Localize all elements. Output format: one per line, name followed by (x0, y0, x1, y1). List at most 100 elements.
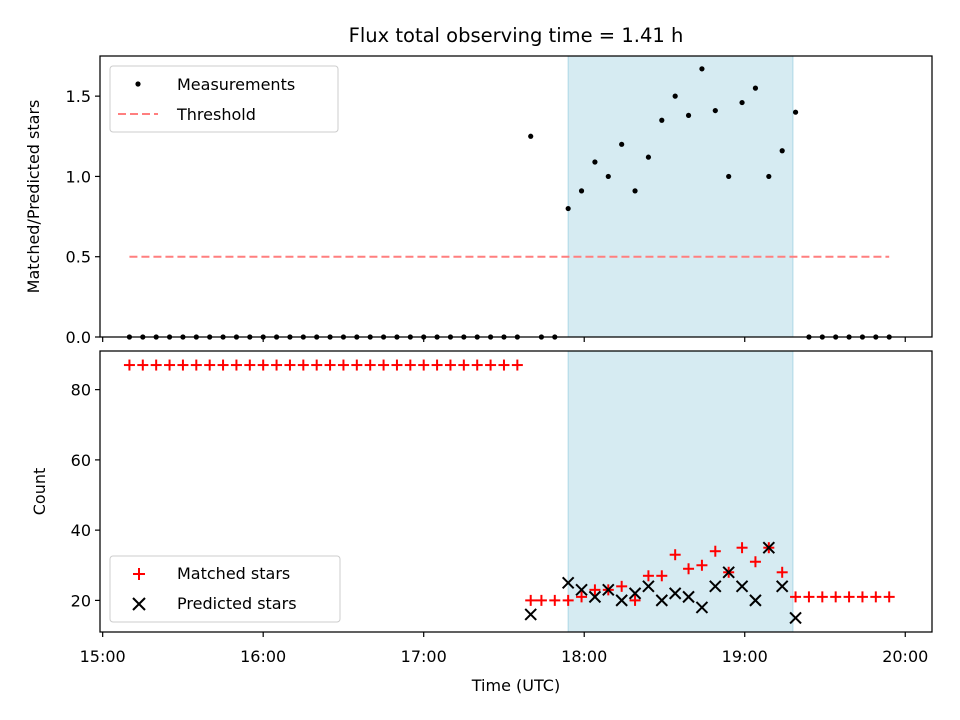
measurement-point-34 (578, 188, 585, 194)
top-axes-frame (99, 55, 933, 338)
top-legend-box (109, 65, 339, 133)
matched-star-point-15 (324, 359, 336, 371)
legend-predicted-label: Predicted stars (177, 594, 297, 613)
measurement-point-37 (619, 141, 625, 147)
matched-star-point-10 (257, 359, 269, 371)
predicted-star-point-7 (642, 580, 655, 593)
predicted-star-point-5 (615, 594, 628, 607)
bottom-y-axis-label: Count (30, 468, 49, 516)
top-y-ticks: 0.0 0.5 1.0 1.5 (66, 87, 100, 347)
x-tick-label-3: 18:00 (561, 647, 607, 666)
measurement-point-35 (592, 159, 598, 165)
matched-star-point-28 (498, 359, 510, 371)
matched-star-point-7 (217, 359, 229, 371)
top-y-tick-label-1: 0.5 (66, 248, 91, 267)
matched-star-point-6 (204, 359, 216, 371)
predicted-star-point-10 (682, 590, 695, 604)
matched-star-point-44 (709, 545, 721, 557)
matched-star-point-8 (230, 359, 242, 371)
matched-star-point-53 (830, 591, 842, 603)
bottom-legend: Matched stars Predicted stars (109, 555, 341, 623)
matched-star-point-23 (431, 359, 443, 371)
measurement-point-42 (685, 112, 692, 119)
matched-star-point-38 (629, 594, 641, 606)
legend-measurements-marker (135, 81, 141, 87)
matched-star-point-17 (351, 359, 363, 371)
measurement-point-40 (659, 117, 665, 123)
measurement-point-50 (792, 109, 799, 115)
bottom-axes-frame (99, 350, 933, 633)
predicted-star-point-15 (749, 594, 762, 607)
measurement-point-45 (726, 173, 732, 180)
predicted-star-point-17 (775, 580, 789, 593)
predicted-star-point-11 (695, 601, 709, 614)
matched-star-point-2 (150, 359, 162, 371)
predicted-star-point-8 (655, 594, 669, 607)
matched-star-point-5 (190, 359, 202, 371)
matched-star-point-13 (297, 359, 309, 371)
bottom-y-tick-label-3: 80 (71, 381, 91, 400)
matched-star-point-47 (749, 556, 761, 568)
matched-star-point-18 (364, 359, 376, 371)
measurement-point-44 (712, 107, 718, 114)
bottom-highlight-span (567, 350, 794, 633)
bottom-y-ticks: 20 40 60 80 (71, 381, 100, 610)
top-x-ticks (102, 337, 906, 342)
chart-title: Flux total observing time = 1.41 h (349, 24, 684, 47)
top-highlight-span (567, 55, 794, 338)
measurement-point-46 (739, 99, 745, 106)
matched-star-point-30 (525, 594, 537, 606)
x-axis-label: Time (UTC) (471, 676, 560, 695)
matched-star-point-52 (816, 591, 828, 603)
matched-star-point-37 (616, 580, 628, 592)
predicted-star-point-1 (561, 576, 575, 590)
measurement-point-30 (528, 133, 534, 139)
x-tick-label-1: 16:00 (240, 647, 286, 666)
matched-star-point-14 (311, 359, 323, 371)
x-tick-label-0: 15:00 (80, 647, 126, 666)
measurement-point-49 (779, 148, 785, 154)
bottom-y-tick-label-0: 20 (71, 591, 91, 610)
matched-star-point-55 (856, 591, 868, 603)
matched-star-point-57 (883, 591, 895, 603)
top-y-tick-label-3: 1.5 (66, 87, 91, 106)
matched-star-point-4 (177, 359, 189, 371)
legend-threshold-label: Threshold (176, 105, 256, 124)
matched-star-point-46 (736, 542, 748, 554)
measurement-point-48 (766, 173, 772, 180)
matched-star-point-31 (535, 594, 547, 606)
bottom-y-tick-label-2: 60 (71, 451, 91, 470)
measurement-point-41 (672, 93, 678, 99)
matched-star-point-54 (843, 591, 855, 603)
legend-measurements-label: Measurements (177, 75, 295, 94)
matched-star-point-41 (669, 549, 681, 561)
predicted-star-point-12 (709, 580, 722, 593)
top-y-tick-label-2: 1.0 (66, 167, 91, 186)
legend-matched-label: Matched stars (177, 564, 290, 583)
matched-star-point-9 (244, 359, 256, 371)
matched-star-point-34 (576, 591, 588, 603)
top-y-axis-label: Matched/Predicted stars (24, 100, 43, 294)
x-tick-label-2: 17:00 (401, 647, 447, 666)
bottom-marks (123, 359, 895, 625)
matched-star-point-39 (642, 570, 654, 582)
measurement-point-38 (632, 188, 638, 194)
matched-star-point-3 (164, 359, 176, 371)
measurement-point-47 (752, 85, 759, 91)
matched-star-point-1 (137, 359, 149, 371)
matched-star-point-33 (562, 594, 574, 606)
matched-star-point-26 (471, 359, 483, 371)
predicted-star-point-14 (735, 580, 749, 593)
predicted-star-point-2 (575, 583, 588, 597)
matched-star-point-50 (790, 591, 802, 603)
matched-star-point-35 (589, 584, 601, 596)
matched-star-point-11 (271, 359, 283, 371)
matched-star-point-40 (656, 570, 668, 582)
matched-star-point-43 (696, 559, 708, 571)
matched-star-point-32 (549, 594, 561, 606)
x-tick-label-5: 20:00 (882, 647, 928, 666)
matched-star-point-22 (418, 359, 430, 371)
predicted-star-point-4 (602, 583, 615, 597)
